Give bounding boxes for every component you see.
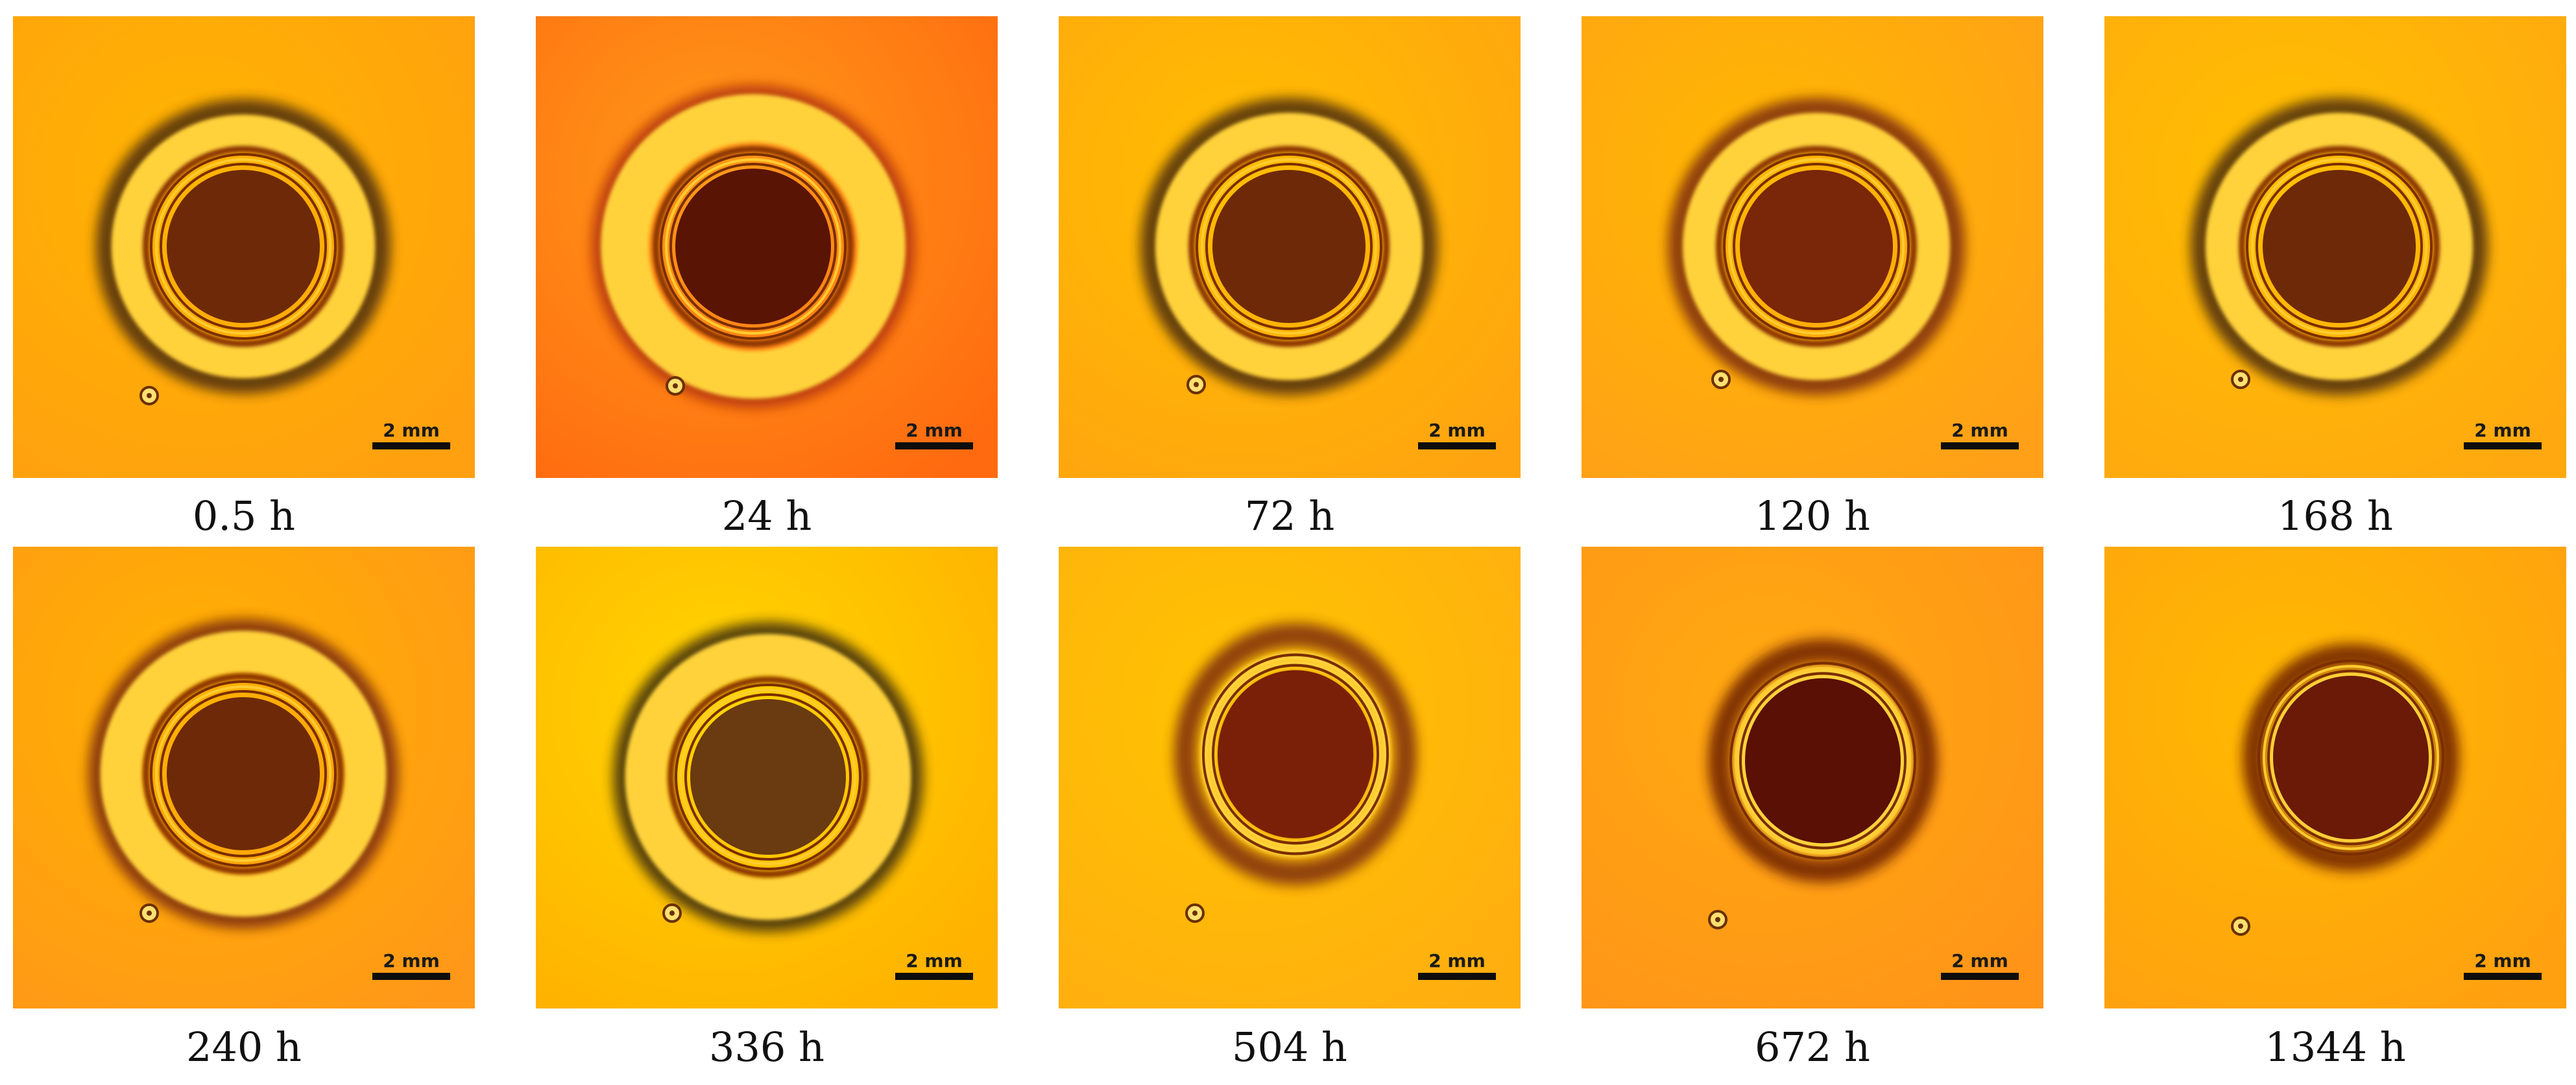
micrograph-image [1582, 547, 2043, 1008]
panel-caption: 240 h [186, 1023, 302, 1071]
scale-bar-line [372, 442, 450, 449]
scale-bar: 2 mm [1418, 951, 1496, 980]
micrograph-panel: 2 mm [2104, 547, 2566, 1008]
micrograph-image [1059, 547, 1521, 1008]
panel-caption: 504 h [1232, 1023, 1347, 1071]
micrograph-panel: 2 mm [1059, 16, 1521, 478]
micrograph-image [1582, 16, 2043, 478]
scale-bar-line [2464, 442, 2542, 449]
scale-bar: 2 mm [895, 420, 973, 449]
micrograph-panel: 2 mm [2104, 16, 2566, 478]
scale-bar-line [372, 973, 450, 980]
scale-bar-line [1941, 973, 2019, 980]
micrograph-panel: 2 mm [1059, 547, 1521, 1008]
scale-bar-label: 2 mm [906, 950, 963, 972]
scale-bar-line [1941, 442, 2019, 449]
micrograph-panel: 2 mm [13, 16, 475, 478]
scale-bar: 2 mm [2464, 951, 2542, 980]
scale-bar-line [895, 442, 973, 449]
scale-bar: 2 mm [895, 951, 973, 980]
scale-bar: 2 mm [372, 420, 450, 449]
panel-caption: 24 h [721, 492, 812, 540]
micrograph-image [536, 547, 998, 1008]
panel-caption: 336 h [709, 1023, 825, 1071]
panel-caption: 120 h [1755, 492, 1870, 540]
scale-bar-label: 2 mm [1951, 950, 2008, 972]
scale-bar-label: 2 mm [2474, 420, 2531, 441]
scale-bar-label: 2 mm [906, 420, 963, 441]
panel-caption: 168 h [2278, 492, 2393, 540]
scale-bar: 2 mm [2464, 420, 2542, 449]
panel-caption: 72 h [1244, 492, 1335, 540]
micrograph-image [2104, 547, 2566, 1008]
micrograph-panel: 2 mm [536, 547, 998, 1008]
scale-bar-label: 2 mm [1428, 950, 1486, 972]
scale-bar-label: 2 mm [1951, 420, 2008, 441]
micrograph-panel: 2 mm [1582, 547, 2043, 1008]
scale-bar: 2 mm [372, 951, 450, 980]
scale-bar: 2 mm [1418, 420, 1496, 449]
micrograph-image [1059, 16, 1521, 478]
micrograph-image [13, 16, 475, 478]
scale-bar-line [1418, 973, 1496, 980]
scale-bar-label: 2 mm [1428, 420, 1486, 441]
micrograph-image [13, 547, 475, 1008]
scale-bar-line [1418, 442, 1496, 449]
scale-bar: 2 mm [1941, 951, 2019, 980]
micrograph-panel: 2 mm [13, 547, 475, 1008]
scale-bar: 2 mm [1941, 420, 2019, 449]
panel-caption: 672 h [1755, 1023, 1870, 1071]
micrograph-image [536, 16, 998, 478]
panel-caption: 1344 h [2265, 1023, 2406, 1071]
micrograph-image [2104, 16, 2566, 478]
panel-caption: 0.5 h [192, 492, 296, 540]
scale-bar-line [895, 973, 973, 980]
scale-bar-line [2464, 973, 2542, 980]
scale-bar-label: 2 mm [2474, 950, 2531, 972]
scale-bar-label: 2 mm [383, 950, 440, 972]
micrograph-panel: 2 mm [536, 16, 998, 478]
micrograph-panel: 2 mm [1582, 16, 2043, 478]
scale-bar-label: 2 mm [383, 420, 440, 441]
